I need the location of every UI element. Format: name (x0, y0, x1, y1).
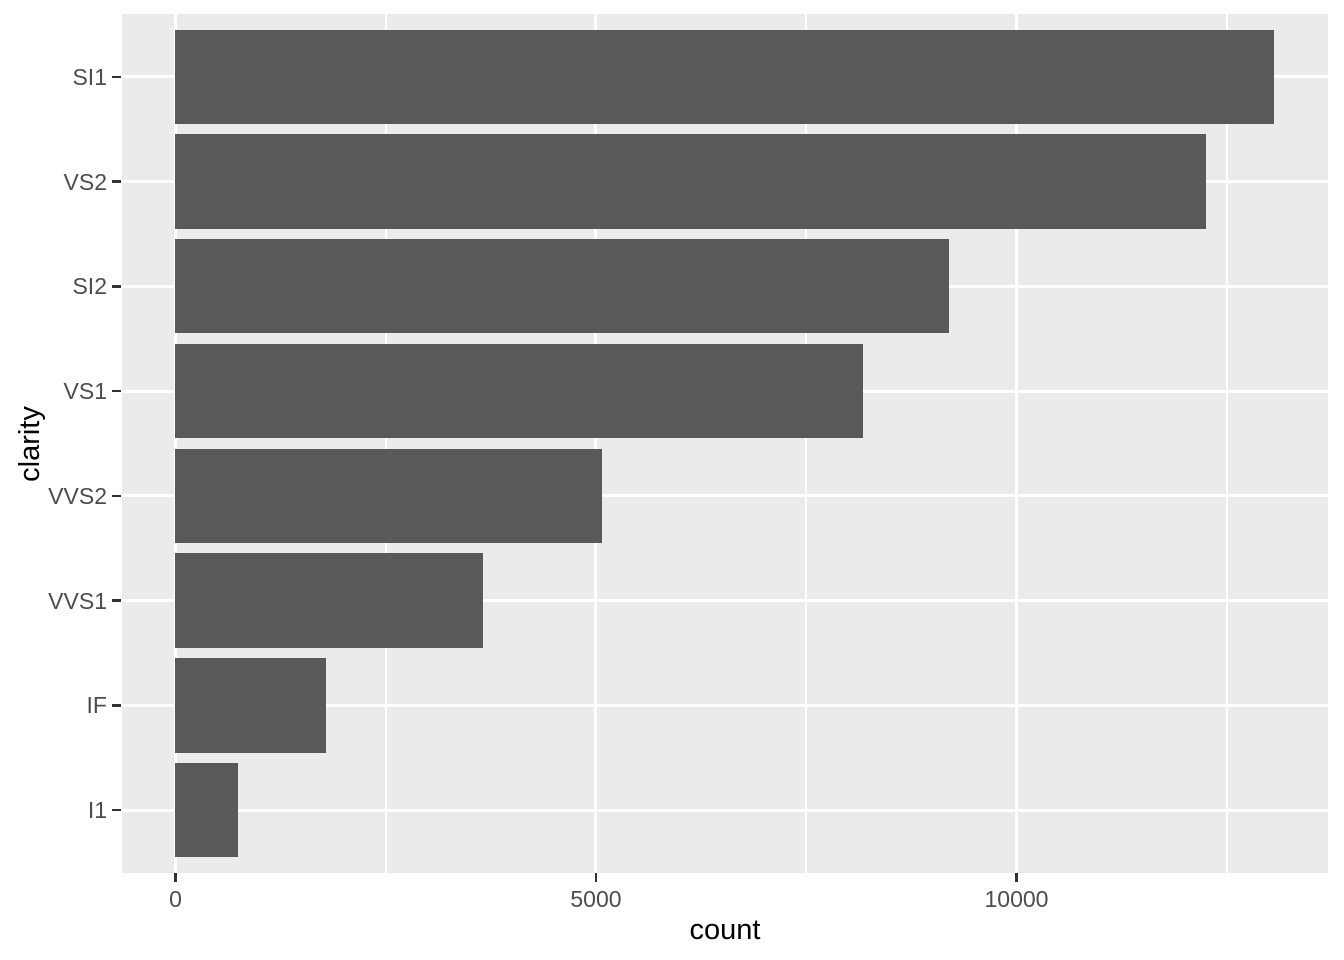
bar-IF (175, 658, 327, 753)
bar-I1 (175, 763, 238, 858)
bar-SI2 (175, 239, 949, 334)
grid-major-x-0 (173, 14, 177, 873)
x-axis-title: count (689, 914, 761, 946)
plot-panel (122, 14, 1328, 873)
y-tick-label-VVS1: VVS1 (48, 587, 107, 614)
grid-major-y-IF (122, 703, 1328, 707)
y-tick-SI1 (112, 75, 121, 79)
y-tick-label-SI2: SI2 (72, 273, 107, 300)
x-tick-5000 (594, 873, 598, 882)
grid-minor-x-2500 (384, 14, 387, 873)
y-tick-label-VS1: VS1 (63, 378, 107, 405)
y-tick-label-VVS2: VVS2 (48, 482, 107, 509)
x-tick-label-5000: 5000 (570, 886, 622, 912)
x-tick-label-10000: 10000 (984, 886, 1049, 912)
y-tick-I1 (112, 808, 121, 812)
y-tick-IF (112, 704, 121, 707)
y-tick-label-SI1: SI1 (72, 63, 107, 90)
bar-VS1 (175, 343, 863, 439)
y-axis-title: clarity (14, 406, 46, 482)
grid-minor-x-7500 (805, 14, 808, 873)
x-tick-0 (174, 873, 177, 882)
y-tick-VS2 (112, 180, 121, 183)
grid-major-y-I1 (122, 808, 1328, 812)
grid-minor-x-12500 (1225, 14, 1228, 873)
grid-major-x-10000 (1014, 14, 1018, 873)
x-tick-label-0: 0 (169, 886, 182, 912)
y-tick-VS1 (112, 389, 121, 393)
y-tick-label-IF: IF (86, 692, 107, 719)
grid-major-x-5000 (594, 14, 598, 873)
y-tick-VVS2 (112, 494, 121, 498)
bar-VS2 (175, 134, 1207, 229)
bar-VVS2 (175, 448, 602, 543)
bar-VVS1 (175, 553, 483, 648)
y-tick-label-VS2: VS2 (63, 168, 107, 195)
x-tick-10000 (1015, 873, 1018, 882)
y-tick-SI2 (112, 285, 121, 288)
y-tick-label-I1: I1 (87, 797, 107, 824)
grid-major-y-VVS2 (122, 494, 1328, 498)
grid-major-y-VVS1 (122, 599, 1328, 603)
bar-SI1 (175, 29, 1275, 124)
y-tick-VVS1 (112, 599, 121, 602)
